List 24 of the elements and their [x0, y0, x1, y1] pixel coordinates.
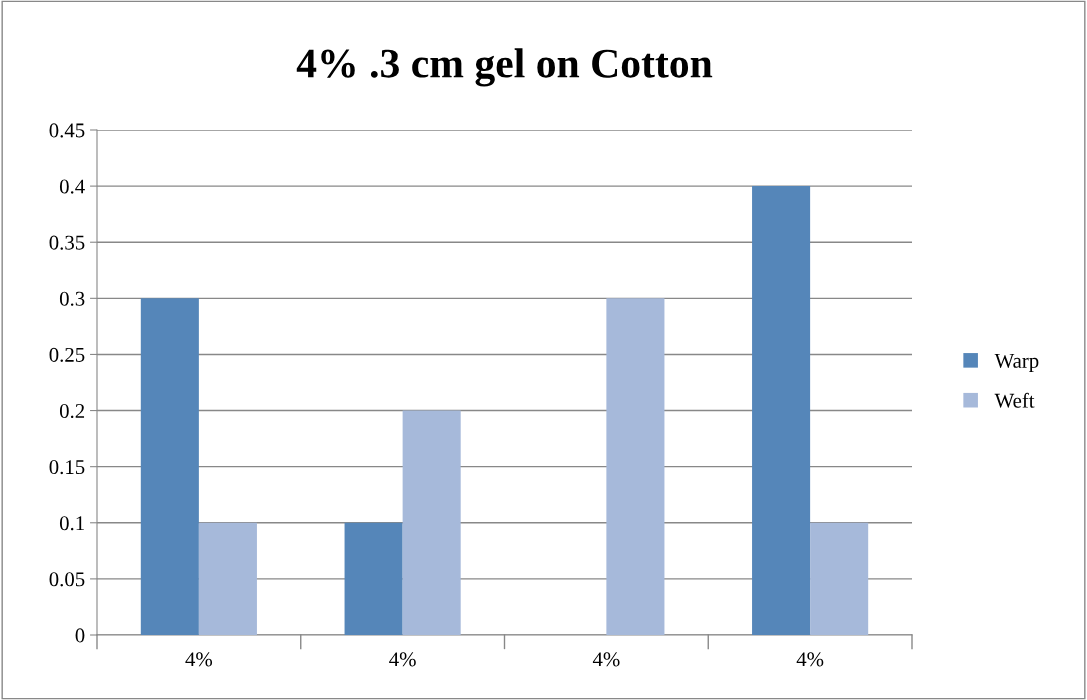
y-tick-label: 0.1	[59, 516, 84, 531]
x-tick-label: 4%	[389, 652, 416, 667]
y-tick-label: 0.4	[59, 179, 85, 194]
x-tick-label: 4%	[796, 652, 824, 667]
y-tick-label: 0.3	[59, 291, 85, 306]
x-tick-label: 4%	[185, 652, 213, 667]
bar	[402, 410, 461, 635]
legend-label: Weft	[994, 392, 1035, 408]
bar	[606, 298, 665, 635]
x-tick-label: 4%	[592, 652, 620, 667]
bar	[810, 522, 869, 635]
y-tick-label: 0.25	[49, 347, 85, 362]
y-tick-label: 0.05	[49, 572, 85, 587]
bar	[198, 522, 257, 635]
y-tick-label: 0	[75, 628, 85, 643]
bar	[344, 522, 403, 635]
y-tick-label: 0.2	[59, 403, 85, 419]
legend-label: Warp	[994, 354, 1039, 373]
chart-title: 4% .3 cm gel on Cotton	[296, 48, 713, 87]
y-tick-label: 0.35	[49, 235, 85, 250]
bar	[140, 298, 199, 635]
bar	[752, 186, 811, 635]
y-tick-label: 0.45	[49, 123, 85, 138]
y-tick-label: 0.15	[49, 460, 85, 475]
